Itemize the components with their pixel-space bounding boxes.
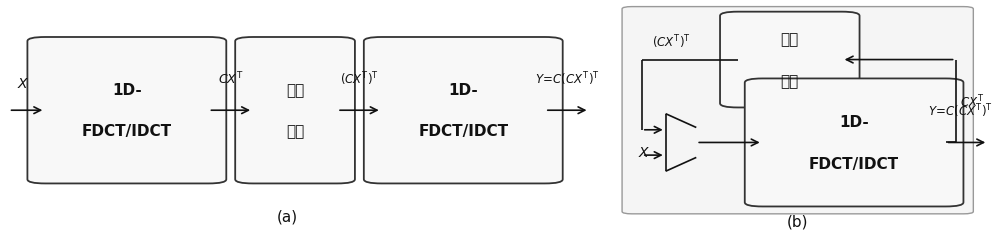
Text: FDCT/IDCT: FDCT/IDCT: [809, 156, 899, 171]
Text: 转置: 转置: [286, 124, 304, 139]
FancyBboxPatch shape: [622, 8, 973, 214]
Text: 矩阵: 矩阵: [781, 32, 799, 47]
Text: 矩阵: 矩阵: [286, 83, 304, 97]
FancyBboxPatch shape: [364, 38, 563, 184]
Text: 1D-: 1D-: [839, 115, 869, 130]
FancyBboxPatch shape: [745, 79, 963, 207]
Text: $CX^\mathsf{T}$: $CX^\mathsf{T}$: [960, 93, 985, 110]
Text: FDCT/IDCT: FDCT/IDCT: [418, 124, 508, 139]
Text: $(CX^\mathsf{T})^\mathsf{T}$: $(CX^\mathsf{T})^\mathsf{T}$: [652, 33, 691, 51]
FancyBboxPatch shape: [235, 38, 355, 184]
Text: (b): (b): [786, 213, 808, 228]
Text: 1D-: 1D-: [112, 83, 142, 97]
Text: $(CX^\mathsf{T})^\mathsf{T}$: $(CX^\mathsf{T})^\mathsf{T}$: [340, 70, 379, 87]
Text: X: X: [18, 76, 27, 90]
Text: $Y\!=\!C(CX^\mathsf{T})^\mathsf{T}$: $Y\!=\!C(CX^\mathsf{T})^\mathsf{T}$: [535, 70, 600, 87]
Text: X: X: [639, 145, 649, 159]
FancyBboxPatch shape: [27, 38, 226, 184]
Text: 1D-: 1D-: [448, 83, 478, 97]
Text: $CX^\mathsf{T}$: $CX^\mathsf{T}$: [218, 70, 243, 87]
Text: $Y\!=\!C(CX^\mathsf{T})^\mathsf{T}$: $Y\!=\!C(CX^\mathsf{T})^\mathsf{T}$: [928, 102, 993, 119]
FancyBboxPatch shape: [720, 13, 860, 108]
Text: 转置: 转置: [781, 73, 799, 88]
Text: FDCT/IDCT: FDCT/IDCT: [82, 124, 172, 139]
Text: (a): (a): [277, 209, 298, 224]
